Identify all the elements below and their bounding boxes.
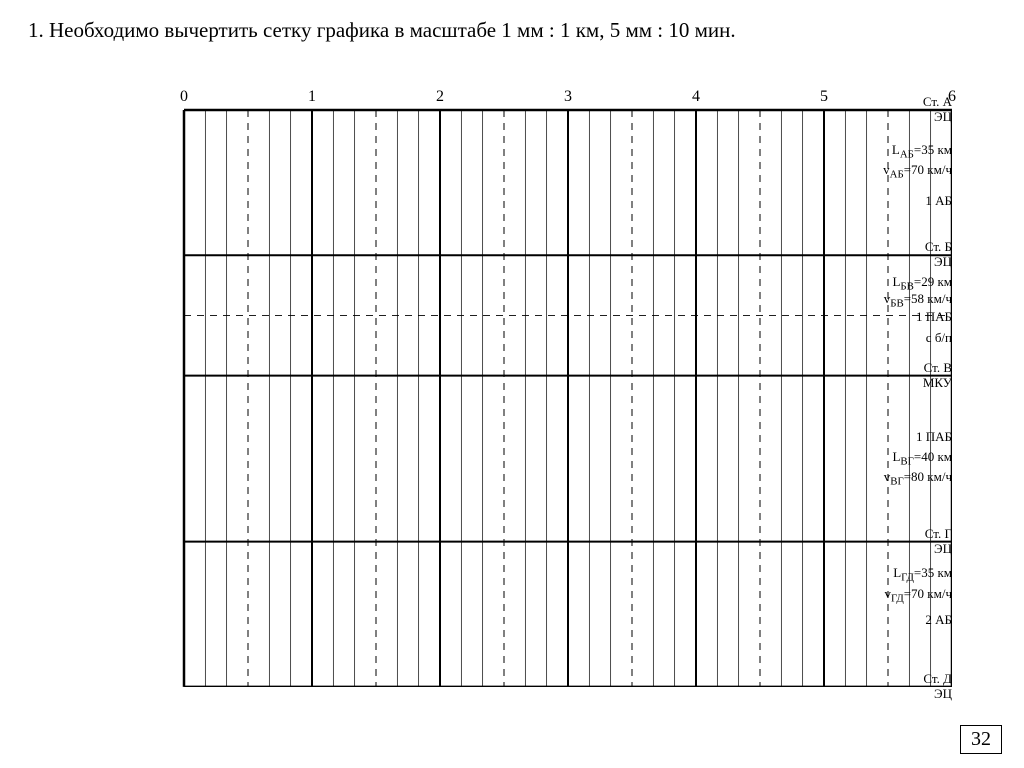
chart-container: 0123456Ст. АЭЦLАБ=35 кмvАБ=70 км/ч1 АБСт… [106,88,952,687]
page-title: 1. Необходимо вычертить сетку графика в … [28,18,736,43]
grid-svg [106,88,952,687]
page-number: 32 [960,725,1002,754]
